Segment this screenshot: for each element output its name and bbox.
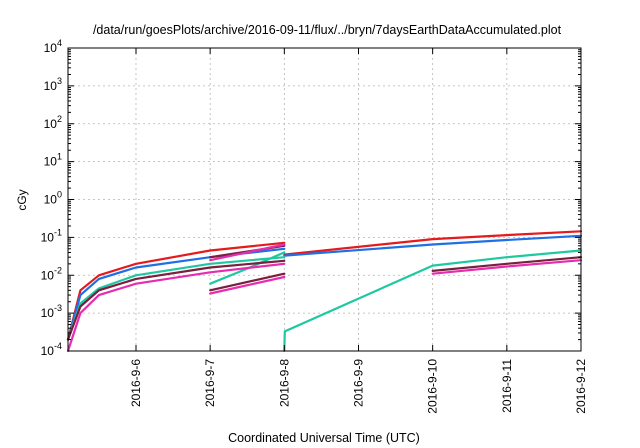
y-tick-label: 104 (44, 38, 62, 55)
x-tick-label: 2016-9-10 (426, 359, 440, 414)
y-tick-label: 101 (44, 152, 62, 169)
series-line (431, 256, 583, 272)
y-tick-label: 10-4 (41, 341, 62, 358)
chart-title: /data/run/goesPlots/archive/2016-09-11/f… (93, 23, 562, 37)
series-layer (66, 230, 583, 353)
y-tick-label: 103 (44, 76, 62, 93)
y-axis: 10-4 10-3 10-2 10-1 100 101 102 103 104 (41, 38, 581, 358)
series-line (66, 241, 286, 341)
series-line (209, 275, 286, 295)
x-tick-label: 2016-9-8 (277, 359, 291, 407)
series-line (209, 272, 286, 292)
y-tick-label: 10-3 (41, 303, 62, 320)
x-tick-label: 2016-9-11 (500, 359, 514, 413)
x-tick-label: 2016-9-7 (203, 359, 217, 407)
series-line (283, 230, 583, 256)
x-axis-label: Coordinated Universal Time (UTC) (228, 431, 420, 445)
series-line (66, 259, 286, 341)
grid (68, 48, 581, 351)
series-line (209, 243, 286, 262)
x-axis: 2016-9-6 2016-9-7 2016-9-8 2016-9-9 2016-9-1… (129, 48, 588, 414)
x-tick-label: 2016-9-12 (574, 359, 588, 414)
y-tick-label: 102 (44, 114, 62, 131)
y-tick-label: 100 (44, 190, 62, 207)
y-tick-label: 10-2 (41, 265, 62, 282)
x-tick-label: 2016-9-6 (129, 359, 143, 407)
series-line (283, 249, 583, 353)
series-line (66, 256, 286, 341)
series-line (431, 259, 583, 275)
y-tick-label: 10-1 (41, 227, 62, 244)
series-line (66, 262, 286, 353)
y-axis-label: cGy (15, 189, 29, 210)
series-line (283, 234, 583, 257)
x-tick-label: 2016-9-9 (351, 359, 365, 407)
